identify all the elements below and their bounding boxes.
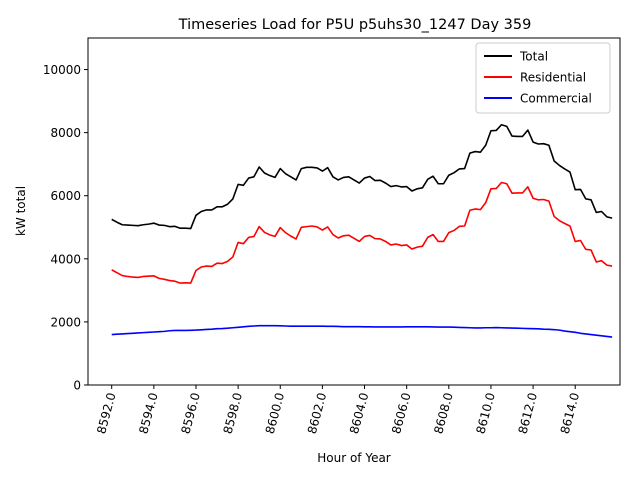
x-axis-label: Hour of Year [317, 451, 391, 465]
legend-box [475, 42, 611, 114]
series-line-total [111, 123, 613, 230]
chart-title: Timeseries Load for P5U p5uhs30_1247 Day… [178, 17, 532, 33]
y-tick-label: 2000 [50, 315, 81, 329]
y-tick-label: 8000 [50, 126, 81, 140]
plot-area [111, 123, 613, 338]
legend-label-commercial: Commercial [520, 92, 592, 106]
y-tick-label: 10000 [43, 63, 81, 77]
series-line-residential [111, 181, 613, 284]
plot-frame [87, 37, 621, 386]
legend-label-residential: Residential [520, 71, 586, 85]
y-axis-label: kW total [14, 186, 28, 236]
legend: Total Residential Commercial [475, 42, 611, 114]
y-tick-label: 0 [73, 379, 81, 393]
y-tick-label: 6000 [50, 189, 81, 203]
y-tick-label: 4000 [50, 252, 81, 266]
series-line-commercial [111, 324, 613, 338]
legend-label-total: Total [519, 50, 548, 64]
